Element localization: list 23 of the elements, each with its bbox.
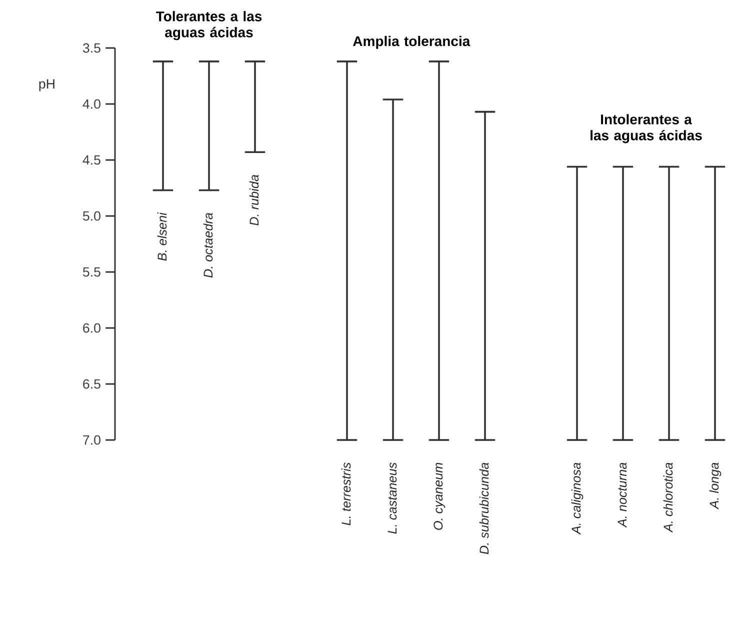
annotation: Intolerantes a las aguas ácidas (590, 114, 702, 144)
x-tick-label: D. rubida (249, 174, 259, 226)
y-tick-label: 5.5 (82, 267, 100, 277)
x-tick-label: A. longa (709, 462, 722, 510)
y-tick-label: 6.0 (83, 323, 100, 333)
y-tick-label: 4.0 (82, 99, 100, 109)
y-tick-label: 7.0 (83, 435, 100, 445)
x-tick-label: O. cyaneum (434, 462, 446, 530)
x-tick-label: D. subrubicunda (479, 462, 489, 554)
y-tick-label: 5.0 (82, 211, 100, 221)
annotation: Amplia tolerancia (353, 36, 470, 49)
x-tick-label: L. terrestris (341, 462, 351, 526)
y-tick-label: 6.5 (83, 379, 100, 389)
text: Tolerantes a las aguas ácidas (156, 11, 262, 40)
y-axis-title: pH (39, 79, 54, 92)
x-tick-label: B. elseni (157, 212, 167, 261)
x-tick-label: D. octaedra (203, 212, 213, 278)
x-tick-label: A. nocturna (618, 462, 627, 528)
x-tick-label: L. castaneus (388, 462, 397, 534)
y-tick-label: 4.5 (82, 155, 100, 165)
x-tick-label: A. chlorotica (663, 462, 673, 533)
x-tick-label: A. caliginosa (571, 462, 584, 535)
y-tick-label: 3.5 (82, 43, 100, 53)
